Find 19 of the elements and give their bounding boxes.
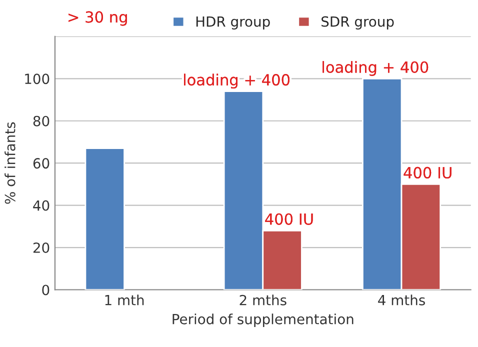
legend-label: SDR group	[322, 16, 394, 30]
y-axis-title: % of infants	[4, 122, 16, 204]
y-tick-label: 80	[33, 116, 50, 126]
y-tick-label: 20	[33, 242, 50, 253]
annotation: loading + 400	[184, 74, 290, 89]
annotation: 400 IU	[265, 213, 313, 225]
x-tick-label: 2 mths	[240, 294, 286, 306]
annotation: loading + 400	[322, 61, 428, 76]
text: > 30 ng	[68, 11, 127, 26]
x-tick-label: 4 mths	[378, 294, 425, 306]
y-tick-label: 40	[33, 200, 50, 211]
y-tick-label: 60	[33, 158, 50, 169]
bar	[84, 148, 125, 290]
legend-label: HDR group	[196, 16, 270, 30]
y-tick-label: 0	[42, 284, 50, 296]
annotation: 400 IU	[404, 166, 452, 178]
x-axis-title: Period of supplementation	[172, 314, 354, 328]
x-tick-label: 1 mth	[105, 294, 144, 306]
y-tick-label: 100	[25, 74, 50, 84]
